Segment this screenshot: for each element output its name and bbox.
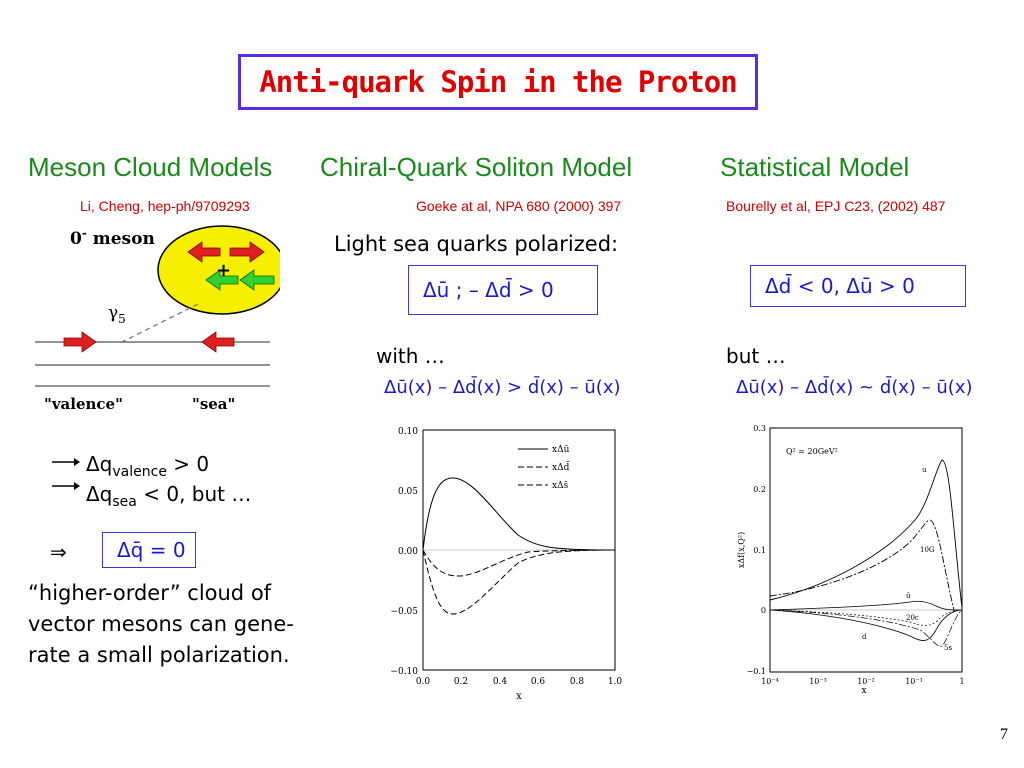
red-arrow-icon: [229, 241, 265, 263]
but-text: but …: [726, 344, 786, 368]
q2-label: Q² = 20GeV²: [786, 447, 838, 456]
svg-text:xΔd̄: xΔd̄: [552, 461, 570, 473]
curve-u: [769, 459, 963, 609]
valence-label: "valence": [44, 395, 123, 413]
xtick: 0.4: [493, 677, 508, 687]
statistical-plot: 0.3 0.2 0.1 0 −0.1 10⁻⁴ 10⁻³ 10⁻² 10⁻¹ 1…: [737, 424, 965, 695]
ref-meson: Li, Cheng, hep-ph/9709293: [80, 198, 250, 214]
curve-d-bar: [422, 549, 616, 577]
arrow-right-icon: [52, 458, 80, 490]
ylabel: xΔf(x,Q²): [737, 532, 746, 568]
meson-dash-line: [121, 303, 199, 343]
curve-s-bar: [422, 549, 616, 615]
dq-valence: Δqvalence > 0: [86, 452, 210, 480]
curve-5s: [769, 609, 963, 647]
svg-text:xΔs̄: xΔs̄: [552, 481, 569, 491]
ytick: 0.2: [753, 485, 766, 494]
ref-statistical: Bourelly et al, EPJ C23, (2002) 487: [726, 198, 946, 214]
title-box: Anti-quark Spin in the Proton: [238, 54, 758, 110]
xtick: 0.6: [531, 677, 546, 687]
heading-statistical: Statistical Model: [720, 152, 910, 182]
statistical-plot-frame: [769, 427, 963, 673]
heading-meson: Meson Cloud Models: [28, 152, 273, 182]
page-title: Anti-quark Spin in the Proton: [259, 65, 737, 99]
curve-u-bar: [769, 600, 963, 611]
chiral-box: Δū ; – Δd̄ > 0: [408, 265, 598, 315]
ytick: −0.1: [747, 667, 766, 676]
ytick: 0.00: [398, 547, 418, 557]
curve-label: 10G: [920, 546, 935, 554]
red-arrow-icon: [63, 331, 97, 353]
gamma5-label: γ5: [108, 303, 126, 326]
ytick: −0.05: [390, 607, 418, 617]
xtick: 10⁻¹: [905, 677, 923, 686]
ytick: 0.10: [398, 427, 418, 437]
implies-symbol: ⇒: [50, 540, 67, 564]
xtick: 0.0: [416, 677, 431, 687]
ytick: 0: [761, 606, 766, 615]
green-arrow-icon: [239, 269, 275, 291]
statistical-formula: Δū(x) – Δd̄(x) ~ d̄(x) – ū(x): [736, 377, 973, 398]
chiral-plot: 0.10 0.05 0.00 −0.05 −0.10 0.0 0.2 0.4 0…: [390, 427, 623, 702]
dq-sea: Δqsea < 0, but …: [86, 482, 252, 510]
curve-label: ū: [906, 592, 911, 600]
meson-label: 0- meson: [70, 226, 155, 249]
xlabel: x: [861, 686, 866, 695]
heading-chiral: Chiral-Quark Soliton Model: [320, 152, 633, 182]
curve-label: d: [862, 633, 867, 641]
ytick: −0.10: [390, 667, 418, 677]
sea-label: "sea": [192, 395, 235, 413]
chiral-formula: Δū(x) – Δd̄(x) > d̄(x) – ū(x): [384, 377, 621, 398]
meson-cloud-diagram: 0- meson + γ5 "valence" "sea": [35, 225, 280, 413]
statistical-box: Δd̄ < 0, Δū > 0: [750, 265, 966, 307]
curve-label: u: [922, 466, 927, 474]
ref-chiral: Goeke at al, NPA 680 (2000) 397: [416, 198, 622, 214]
xtick: 10⁻⁴: [761, 677, 779, 686]
xlabel: x: [516, 691, 522, 702]
xtick: 1: [959, 677, 964, 686]
xtick: 10⁻³: [809, 677, 827, 686]
curve-20c: [769, 609, 963, 626]
curve-label: 5s: [944, 644, 952, 652]
ytick: 0.3: [753, 424, 766, 433]
ytick: 0.1: [753, 546, 766, 555]
dq-bar-box: Δq̄ = 0: [102, 532, 196, 568]
chiral-legend: xΔū xΔd̄ xΔs̄: [518, 445, 570, 491]
meson-note: “higher-order” cloud of vector mesons ca…: [28, 581, 294, 667]
green-arrow-icon: [205, 269, 239, 291]
red-arrow-icon: [187, 241, 221, 263]
curve-label: 20c: [906, 614, 919, 622]
ytick: 0.05: [398, 487, 418, 497]
curve-u-bar: [422, 477, 616, 551]
curve-d: [769, 609, 963, 641]
curve-10g: [769, 519, 955, 611]
with-text: with …: [376, 344, 445, 368]
xtick: 10⁻²: [857, 677, 875, 686]
page-number: 7: [1000, 726, 1008, 743]
xtick: 0.8: [570, 677, 585, 687]
chiral-subheading: Light sea quarks polarized:: [334, 232, 619, 256]
xtick: 1.0: [608, 677, 623, 687]
xtick: 0.2: [454, 677, 468, 687]
plus-sign: +: [216, 260, 231, 281]
svg-text:xΔū: xΔū: [552, 445, 570, 455]
red-arrow-icon: [201, 331, 235, 353]
